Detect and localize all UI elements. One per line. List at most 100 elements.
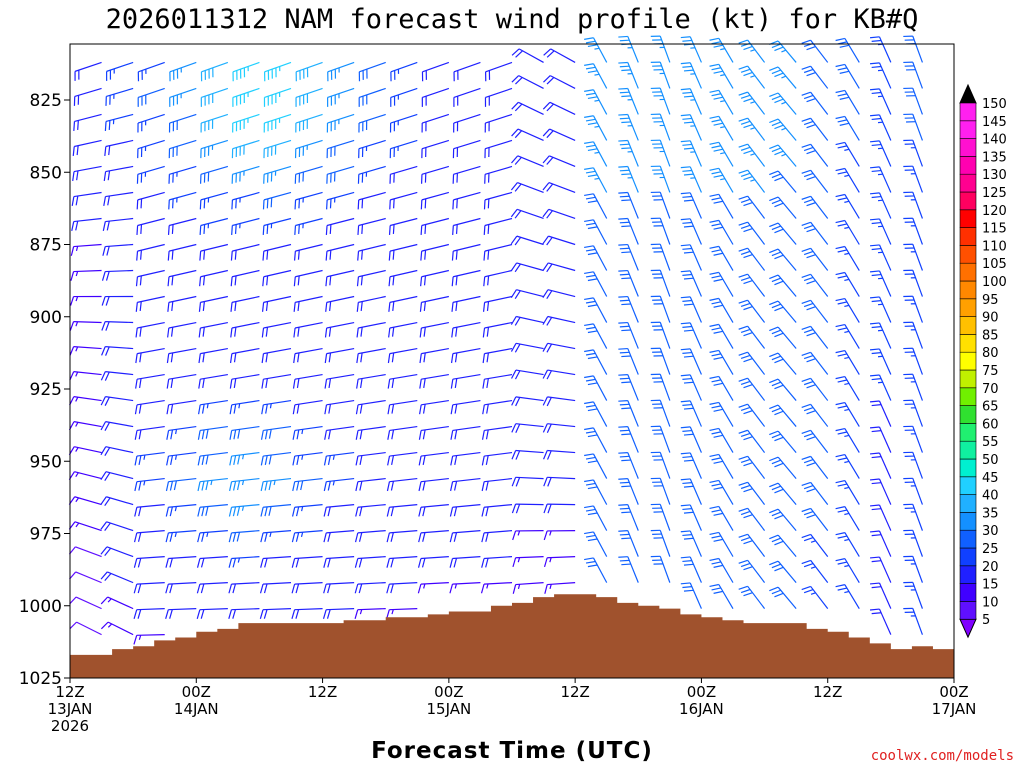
colorbar-label: 35 bbox=[982, 506, 999, 521]
surface-terrain bbox=[70, 594, 954, 678]
wind-barb bbox=[261, 399, 292, 415]
wind-barb bbox=[903, 607, 923, 635]
wind-barb bbox=[136, 217, 165, 236]
wind-barb bbox=[356, 269, 386, 287]
wind-barb bbox=[869, 426, 892, 453]
wind-barb bbox=[420, 191, 450, 210]
wind-barb bbox=[68, 446, 102, 456]
wind-barb bbox=[136, 165, 165, 184]
colorbar-label: 15 bbox=[982, 578, 999, 593]
wind-barb bbox=[449, 582, 481, 594]
x-tick-label: 12Z bbox=[55, 683, 84, 701]
wind-barb bbox=[709, 349, 734, 375]
wind-barb bbox=[387, 373, 418, 389]
wind-barb bbox=[903, 503, 923, 531]
wind-barb bbox=[260, 504, 292, 517]
colorbar-swatch bbox=[959, 476, 977, 495]
wind-barb bbox=[835, 323, 860, 349]
wind-barb bbox=[196, 582, 228, 594]
colorbar-label: 50 bbox=[982, 453, 999, 468]
wind-barb bbox=[69, 396, 102, 406]
wind-barb bbox=[452, 217, 481, 236]
colorbar-label: 150 bbox=[982, 97, 1007, 112]
wind-barb bbox=[228, 582, 260, 594]
wind-barb bbox=[618, 426, 639, 453]
wind-barb bbox=[483, 269, 513, 287]
wind-barb bbox=[72, 165, 102, 182]
wind-barb bbox=[680, 556, 702, 583]
colorbar-swatch bbox=[959, 138, 977, 157]
wind-barb bbox=[167, 243, 197, 261]
wind-barb bbox=[165, 504, 197, 517]
wind-barb bbox=[450, 477, 481, 492]
wind-barb bbox=[100, 596, 134, 610]
wind-barb bbox=[650, 347, 671, 375]
wind-barb bbox=[167, 321, 197, 338]
wind-barb bbox=[322, 608, 355, 619]
wind-barb bbox=[618, 243, 639, 271]
colorbar-swatch bbox=[959, 102, 977, 122]
wind-barb bbox=[260, 530, 292, 543]
wind-barb bbox=[421, 139, 450, 159]
wind-barb bbox=[869, 322, 892, 349]
wind-barb bbox=[543, 75, 576, 89]
colorbar-label: 130 bbox=[982, 168, 1007, 183]
wind-barb bbox=[769, 378, 797, 401]
wind-barb bbox=[835, 219, 860, 245]
wind-barb bbox=[292, 425, 323, 440]
wind-barb bbox=[102, 217, 134, 231]
wind-barb bbox=[543, 556, 576, 568]
wind-barb bbox=[323, 582, 355, 594]
wind-barb bbox=[260, 451, 292, 466]
wind-barb bbox=[835, 193, 860, 219]
wind-barb bbox=[650, 191, 671, 219]
wind-barb bbox=[135, 347, 165, 364]
wind-barb bbox=[421, 61, 450, 82]
wind-barb bbox=[386, 556, 418, 568]
wind-barb bbox=[104, 113, 134, 131]
colorbar-swatch bbox=[959, 156, 977, 175]
wind-barb bbox=[421, 113, 450, 133]
wind-barb bbox=[168, 165, 197, 184]
wind-barb bbox=[232, 61, 260, 82]
wind-barb bbox=[680, 114, 702, 141]
wind-barb bbox=[801, 299, 829, 323]
wind-barb bbox=[835, 401, 860, 427]
wind-barb bbox=[418, 504, 449, 517]
colorbar-swatch bbox=[959, 191, 977, 211]
wind-barb bbox=[134, 477, 165, 492]
wind-barb bbox=[387, 451, 418, 466]
wind-barb bbox=[482, 295, 513, 312]
wind-barb bbox=[135, 321, 165, 338]
colorbar-label: 45 bbox=[982, 471, 999, 486]
colorbar-label: 145 bbox=[982, 115, 1007, 130]
wind-barb bbox=[680, 504, 702, 531]
wind-barb bbox=[323, 556, 355, 568]
wind-barb bbox=[903, 347, 923, 375]
wind-barb bbox=[869, 452, 892, 479]
wind-barb bbox=[355, 477, 386, 492]
wind-barb bbox=[71, 191, 102, 206]
wind-barb bbox=[903, 555, 923, 583]
wind-barb bbox=[388, 295, 418, 312]
wind-barb bbox=[134, 399, 165, 415]
wind-barb bbox=[680, 192, 702, 219]
wind-barb bbox=[769, 118, 797, 141]
wind-barb bbox=[903, 165, 923, 193]
wind-barb bbox=[903, 399, 923, 427]
colorbar-label: 95 bbox=[982, 293, 999, 308]
wind-barb bbox=[584, 479, 608, 505]
wind-barb bbox=[650, 425, 671, 453]
wind-barb bbox=[484, 61, 513, 82]
wind-barb bbox=[801, 455, 829, 479]
wind-barb bbox=[869, 478, 892, 505]
wind-barb bbox=[169, 61, 197, 82]
wind-barb bbox=[197, 504, 228, 517]
wind-barb bbox=[512, 582, 544, 594]
wind-barb bbox=[69, 571, 102, 584]
wind-barb bbox=[72, 139, 102, 157]
x-tick-label: 12Z bbox=[560, 683, 589, 701]
wind-barb bbox=[543, 449, 576, 460]
wind-barb bbox=[801, 169, 829, 193]
wind-barb bbox=[650, 139, 671, 167]
